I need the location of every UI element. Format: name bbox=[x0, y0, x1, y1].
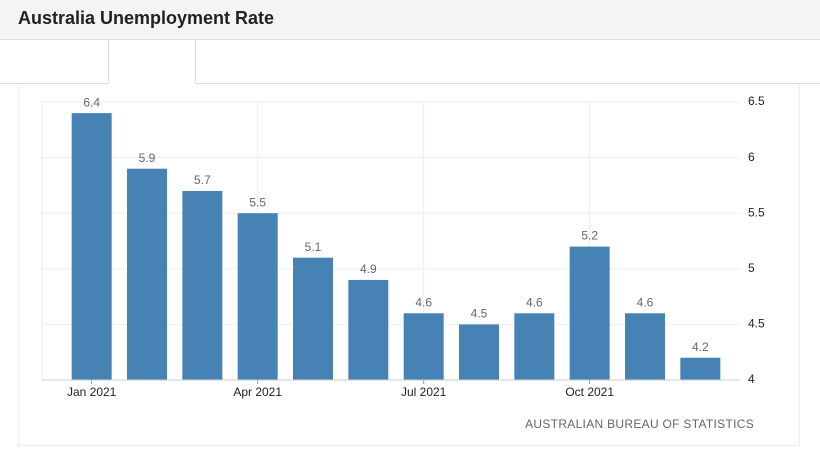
chart-panel bbox=[18, 84, 800, 446]
value-label: 4.6 bbox=[415, 295, 432, 309]
tab[interactable] bbox=[108, 40, 196, 84]
value-label: 5.7 bbox=[194, 173, 211, 187]
x-tick-label: Jan 2021 bbox=[67, 385, 117, 399]
value-label: 4.2 bbox=[692, 340, 709, 354]
bar bbox=[403, 313, 444, 380]
bar bbox=[459, 324, 499, 380]
y-tick-label: 5 bbox=[748, 261, 755, 275]
y-tick-label: 4 bbox=[748, 372, 755, 386]
x-tick-label: Apr 2021 bbox=[233, 385, 282, 399]
value-label: 5.5 bbox=[249, 195, 266, 209]
bar bbox=[293, 257, 333, 380]
bar bbox=[348, 279, 389, 380]
bar bbox=[237, 213, 278, 380]
x-tick-label: Oct 2021 bbox=[565, 385, 614, 399]
y-tick-label: 4.5 bbox=[748, 317, 765, 331]
bar bbox=[71, 113, 112, 381]
value-label: 4.5 bbox=[471, 307, 488, 321]
y-tick-label: 6 bbox=[748, 150, 755, 164]
header: Australia Unemployment Rate bbox=[0, 0, 820, 40]
x-tick-label: Jul 2021 bbox=[401, 385, 447, 399]
value-label: 5.9 bbox=[139, 151, 156, 165]
value-label: 5.2 bbox=[581, 229, 598, 243]
value-label: 4.6 bbox=[526, 295, 543, 309]
value-label: 4.6 bbox=[637, 295, 654, 309]
bar bbox=[680, 357, 721, 380]
bar bbox=[625, 313, 665, 380]
value-label: 5.1 bbox=[305, 240, 322, 254]
y-tick-label: 5.5 bbox=[748, 205, 765, 219]
bar bbox=[569, 246, 610, 380]
source: AUSTRALIAN BUREAU OF STATISTICS bbox=[525, 417, 754, 431]
value-label: 6.4 bbox=[83, 95, 100, 109]
bar bbox=[127, 168, 167, 380]
bar bbox=[182, 190, 223, 380]
tab-border bbox=[196, 83, 820, 84]
bar bbox=[514, 313, 555, 380]
value-label: 4.9 bbox=[360, 262, 377, 276]
page-title: Australia Unemployment Rate bbox=[18, 8, 275, 28]
y-tick-label: 6.5 bbox=[748, 94, 765, 108]
tab-border bbox=[0, 83, 108, 84]
